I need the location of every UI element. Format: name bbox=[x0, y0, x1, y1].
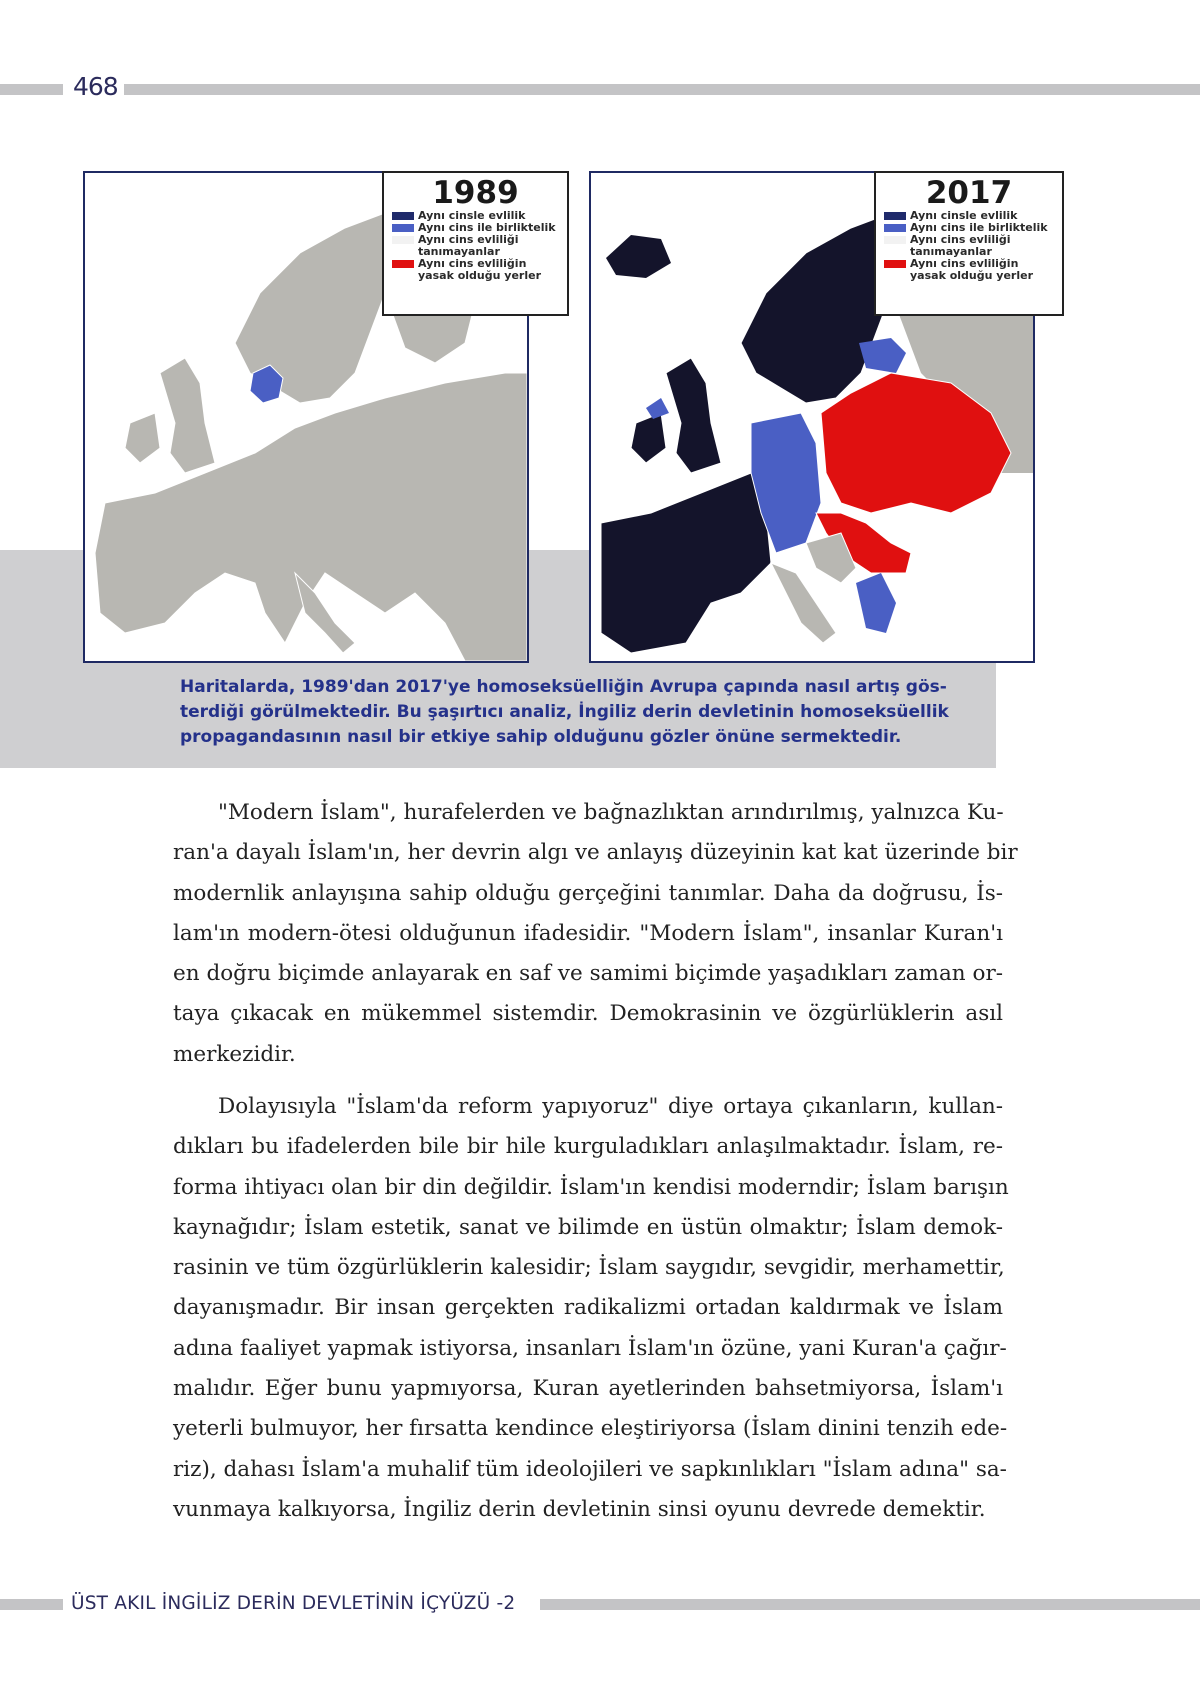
legend-item: Aynı cins evliliğin yasak olduğu yerler bbox=[876, 258, 1062, 282]
legend-swatch bbox=[884, 260, 906, 268]
figure-caption: Haritalarda, 1989'dan 2017'ye homoseksüe… bbox=[180, 675, 980, 750]
text-line: en doğru biçimde anlayarak en saf ve sam… bbox=[173, 961, 1003, 987]
caption-line: Haritalarda, 1989'dan 2017'ye homoseksüe… bbox=[180, 677, 947, 697]
legend-label: Aynı cins evliliğin yasak olduğu yerler bbox=[418, 257, 541, 282]
text-line: merkezidir. bbox=[173, 1041, 296, 1067]
legend-label: Aynı cins evliliğin yasak olduğu yerler bbox=[910, 257, 1033, 282]
text-line: riz), dahası İslam'a muhalif tüm ideoloj… bbox=[173, 1456, 1007, 1482]
legend-item: Aynı cinsle evlilik bbox=[384, 210, 567, 222]
legend-1989: 1989 Aynı cinsle evlilik Aynı cins ile b… bbox=[382, 171, 569, 316]
caption-line: terdiği görülmektedir. Bu şaşırtıcı anal… bbox=[180, 702, 949, 722]
caption-line: propagandasının nasıl bir etkiye sahip o… bbox=[180, 727, 902, 747]
legend-swatch bbox=[884, 236, 906, 244]
text-line: dıkları bu ifadelerden bile bir hile kur… bbox=[173, 1134, 1003, 1160]
legend-swatch bbox=[392, 212, 414, 220]
text-line: lam'ın modern-ötesi olduğunun ifadesidir… bbox=[173, 920, 1003, 946]
legend-swatch bbox=[392, 260, 414, 268]
header-rule-left bbox=[0, 84, 63, 95]
text-line: ran'a dayalı İslam'ın, her devrin algı v… bbox=[173, 840, 1018, 866]
legend-label: Aynı cinsle evlilik bbox=[910, 209, 1018, 222]
legend-swatch bbox=[884, 212, 906, 220]
text-line: kaynağıdır; İslam estetik, sanat ve bili… bbox=[173, 1214, 1003, 1240]
legend-label: Aynı cins ile birliktelik bbox=[418, 221, 556, 234]
legend-year: 1989 bbox=[432, 175, 519, 211]
running-title: ÜST AKIL İNGİLİZ DERİN DEVLETİNİN İÇYÜZÜ… bbox=[71, 1593, 516, 1614]
legend-label: Aynı cins evliliği tanımayanlar bbox=[418, 233, 519, 258]
legend-2017: 2017 Aynı cinsle evlilik Aynı cins ile b… bbox=[874, 171, 1064, 316]
text-line: "Modern İslam", hurafelerden ve bağnazlı… bbox=[218, 800, 1004, 825]
text-line: modernlik anlayışına sahip olduğu gerçeğ… bbox=[173, 880, 1003, 906]
legend-item: Aynı cins evliliği tanımayanlar bbox=[384, 234, 567, 258]
legend-swatch bbox=[884, 224, 906, 232]
text-line: rasinin ve tüm özgürlüklerin kalesidir; … bbox=[173, 1255, 1005, 1281]
text-line: malıdır. Eğer bunu yapmıyorsa, Kuran aye… bbox=[173, 1376, 1003, 1402]
legend-item: Aynı cins evliliği tanımayanlar bbox=[876, 234, 1062, 258]
legend-item: Aynı cins ile birliktelik bbox=[876, 222, 1062, 234]
legend-label: Aynı cins ile birliktelik bbox=[910, 221, 1048, 234]
legend-label: Aynı cins evliliği tanımayanlar bbox=[910, 233, 1011, 258]
legend-swatch bbox=[392, 224, 414, 232]
legend-item: Aynı cinsle evlilik bbox=[876, 210, 1062, 222]
footer-rule-left bbox=[0, 1599, 63, 1610]
text-line: vunmaya kalkıyorsa, İngiliz derin devlet… bbox=[173, 1496, 986, 1522]
text-line: Dolayısıyla "İslam'da reform yapıyoruz" … bbox=[218, 1094, 1003, 1119]
page-number: 468 bbox=[73, 72, 119, 101]
text-line: taya çıkacak en mükemmel sistemdir. Demo… bbox=[173, 1001, 1003, 1027]
legend-swatch bbox=[392, 236, 414, 244]
legend-year: 2017 bbox=[925, 175, 1013, 211]
legend-item: Aynı cins ile birliktelik bbox=[384, 222, 567, 234]
legend-label: Aynı cinsle evlilik bbox=[418, 209, 526, 222]
text-line: yeterli bulmuyor, her fırsatta kendince … bbox=[173, 1416, 1008, 1442]
header-rule-right bbox=[124, 84, 1200, 95]
text-line: forma ihtiyacı olan bir din değildir. İs… bbox=[173, 1174, 1009, 1200]
text-line: adına faaliyet yapmak istiyorsa, insanla… bbox=[173, 1335, 1007, 1361]
legend-item: Aynı cins evliliğin yasak olduğu yerler bbox=[384, 258, 567, 282]
footer-rule-right bbox=[540, 1599, 1200, 1610]
paragraph-1: "Modern İslam", hurafelerden ve bağnazlı… bbox=[173, 793, 1018, 1075]
paragraph-2: Dolayısıyla "İslam'da reform yapıyoruz" … bbox=[173, 1087, 1009, 1530]
text-line: dayanışmadır. Bir insan gerçekten radika… bbox=[173, 1295, 1003, 1321]
